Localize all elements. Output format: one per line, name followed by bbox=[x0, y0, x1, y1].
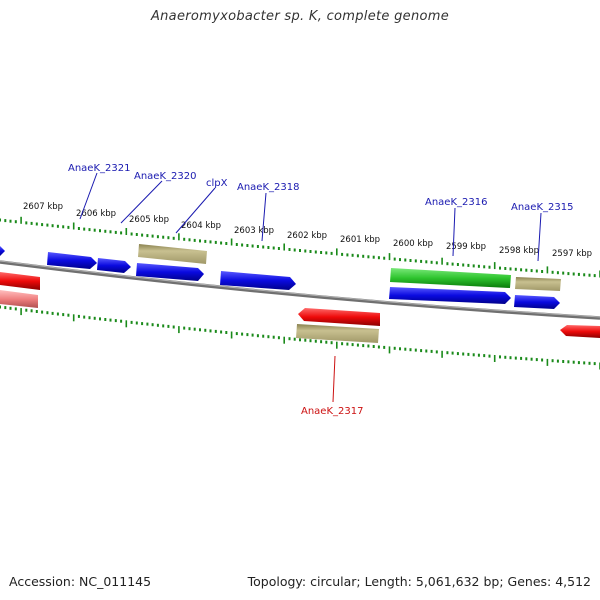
scale-label: 2600 kbp bbox=[393, 239, 433, 249]
scale-label: 2597 kbp bbox=[552, 249, 592, 259]
gene-forward[interactable] bbox=[0, 246, 5, 256]
gene-label-anaek-2318[interactable]: AnaeK_2318 bbox=[237, 182, 299, 193]
scale-label: 2598 kbp bbox=[499, 246, 539, 256]
scale-label: 2606 kbp bbox=[76, 209, 116, 219]
scale-label: 2601 kbp bbox=[340, 235, 380, 245]
gene-leader-lines bbox=[79, 172, 542, 403]
scale-label: 2602 kbp bbox=[287, 231, 327, 241]
scale-label: 2604 kbp bbox=[181, 221, 221, 231]
scale-ticks-lower bbox=[0, 305, 600, 370]
gene-reverse[interactable] bbox=[0, 272, 40, 290]
gene-label-anaek-2316[interactable]: AnaeK_2316 bbox=[425, 197, 487, 208]
gene-reverse-light[interactable] bbox=[0, 290, 38, 308]
leader-line bbox=[261, 192, 267, 242]
gene-reverse[interactable] bbox=[560, 325, 600, 338]
scale-label: 2605 kbp bbox=[129, 215, 169, 225]
gene-label-anaek-2321[interactable]: AnaeK_2321 bbox=[68, 163, 130, 174]
gene-forward[interactable] bbox=[389, 287, 511, 304]
scale-labels: 2607 kbp 2606 kbp 2605 kbp 2604 kbp 2603… bbox=[23, 202, 592, 259]
gene-label-anaek-2317[interactable]: AnaeK_2317 bbox=[301, 406, 363, 417]
gene-forward-clpx[interactable] bbox=[136, 263, 204, 281]
gene-forward[interactable] bbox=[97, 258, 131, 273]
genome-backbone-highlight bbox=[0, 260, 600, 318]
gene-highlight-anaek-2316[interactable] bbox=[390, 268, 511, 288]
leader-line bbox=[332, 355, 336, 403]
gene-rna-anaek-2320[interactable] bbox=[138, 244, 207, 264]
scale-label: 2607 kbp bbox=[23, 202, 63, 212]
gene-forward[interactable] bbox=[514, 295, 560, 309]
genome-backbone bbox=[0, 260, 600, 320]
leader-line bbox=[175, 187, 216, 234]
gene-rna-anaek-2315[interactable] bbox=[515, 277, 561, 291]
gene-reverse-anaek-2317[interactable] bbox=[298, 308, 380, 326]
gene-label-clpx[interactable]: clpX bbox=[206, 178, 228, 189]
scale-label: 2603 kbp bbox=[234, 226, 274, 236]
gene-label-anaek-2315[interactable]: AnaeK_2315 bbox=[511, 202, 573, 213]
gene-forward-anaek-2318[interactable] bbox=[220, 271, 296, 290]
scale-ticks-upper bbox=[0, 216, 600, 278]
accession-text: Accession: NC_011145 bbox=[9, 574, 152, 589]
gene-labels: AnaeK_2321 AnaeK_2320 clpX AnaeK_2318 An… bbox=[68, 163, 573, 417]
leader-line bbox=[452, 207, 456, 257]
gene-label-anaek-2320[interactable]: AnaeK_2320 bbox=[134, 171, 196, 182]
leader-line bbox=[537, 212, 542, 262]
gene-features bbox=[0, 244, 600, 343]
map-title: Anaeromyxobacter sp. K, complete genome bbox=[150, 9, 450, 24]
topology-text: Topology: circular; Length: 5,061,632 bp… bbox=[247, 574, 591, 589]
scale-label: 2599 kbp bbox=[446, 242, 486, 252]
gene-forward-anaek-2321[interactable] bbox=[47, 252, 97, 269]
leader-line bbox=[79, 172, 98, 220]
leader-line bbox=[120, 180, 163, 224]
gene-rna[interactable] bbox=[296, 324, 379, 343]
